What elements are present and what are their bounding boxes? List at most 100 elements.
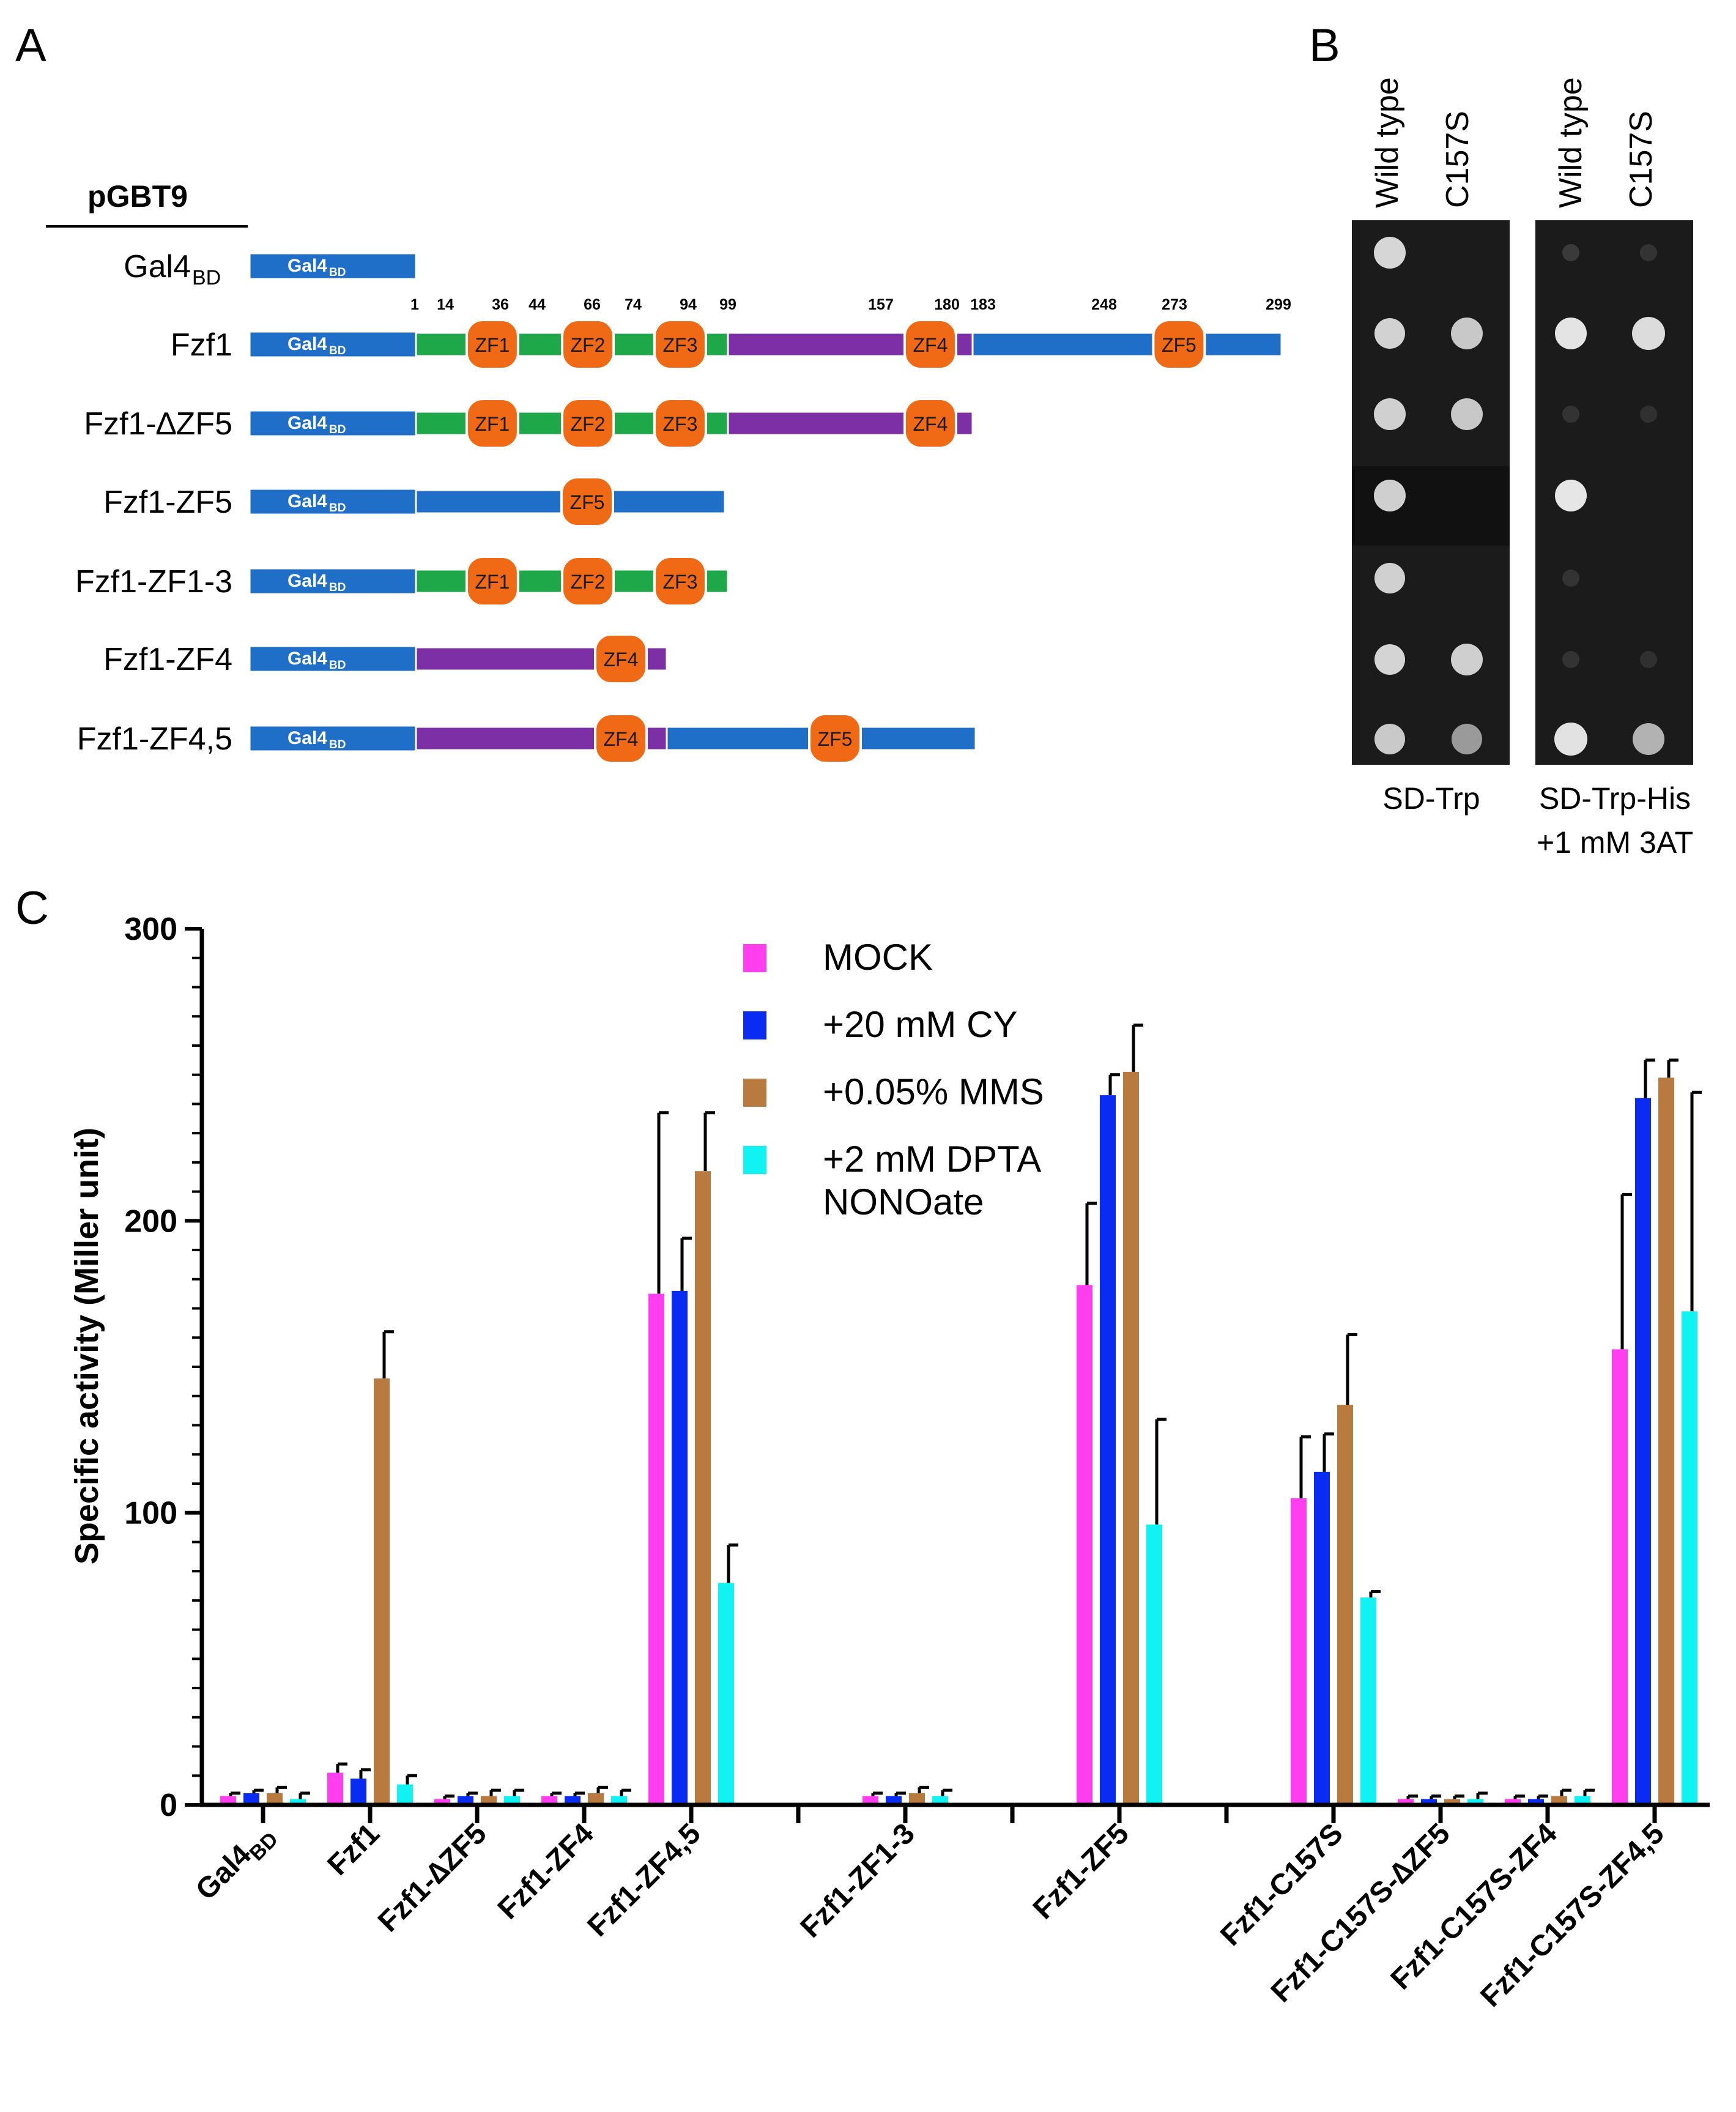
yeast-colony: [1374, 480, 1406, 511]
plate-missing-patch: [1352, 466, 1510, 546]
bar-1-10: [1635, 1098, 1651, 1805]
bar-0-4: [648, 1293, 664, 1805]
medium-label-2-line1: SD-Trp-His: [1539, 781, 1691, 816]
construct-label-subscript: BD: [192, 266, 221, 289]
bar-3-10: [1682, 1311, 1697, 1805]
zf-label: ZF5: [1162, 334, 1196, 356]
zinc-finger-4: ZF4: [594, 713, 648, 764]
zinc-finger-3: ZF3: [653, 319, 707, 370]
x-category-label: Gal4BD: [190, 1817, 283, 1910]
medium-label-1: SD-Trp: [1382, 781, 1480, 816]
legend-label: +2 mM DPTA: [823, 1139, 1041, 1180]
position-tick: 99: [719, 296, 736, 313]
zf-label: ZF1: [475, 413, 510, 435]
construct-label: Fzf1-∆ZF5: [84, 406, 232, 442]
construct-label: Fzf1-ZF4: [103, 642, 232, 677]
gal4-subscript: BD: [329, 659, 346, 672]
position-tick: 157: [868, 296, 894, 313]
legend-label: +20 mM CY: [823, 1004, 1017, 1045]
yeast-colony: [1562, 651, 1579, 668]
y-tick-label: 0: [160, 1788, 177, 1823]
bar-1-3: [565, 1796, 581, 1805]
zinc-finger-1: ZF1: [465, 398, 519, 449]
zf-label: ZF3: [662, 571, 697, 593]
gal4-subscript: BD: [329, 738, 346, 751]
zf-label: ZF4: [913, 413, 948, 435]
legend-swatch: [743, 944, 766, 972]
yeast-colony: [1640, 244, 1657, 261]
bar-1-1: [351, 1779, 366, 1805]
yeast-colony: [1554, 723, 1587, 756]
plate-column-labels: Wild type C157S Wild type C157S: [1370, 77, 1659, 208]
bar-3-5: [932, 1796, 948, 1805]
yeast-colony: [1451, 318, 1483, 349]
y-tick-label: 100: [124, 1496, 177, 1531]
position-tick: 14: [437, 296, 454, 313]
legend-swatch: [743, 1146, 766, 1174]
bar-2-2: [481, 1796, 497, 1805]
bar-2-1: [374, 1378, 390, 1805]
medium-label-2-line2: +1 mM 3AT: [1537, 825, 1693, 860]
bar-0-2: [434, 1799, 450, 1805]
gal4-subscript: BD: [329, 344, 346, 357]
yeast-colony: [1374, 644, 1405, 675]
bar-0-8: [1398, 1799, 1414, 1805]
zf-label: ZF5: [818, 728, 853, 750]
zf-label: ZF2: [571, 413, 606, 435]
gal4-subscript: BD: [329, 266, 346, 279]
bar-2-0: [267, 1793, 283, 1805]
x-category-label: Fzf1-ZF1-3: [795, 1817, 921, 1944]
position-tick: 180: [934, 296, 960, 313]
construct-label: Fzf1: [171, 327, 232, 363]
bar-2-9: [1551, 1796, 1567, 1805]
x-category-label: Fzf1-ZF4,5: [581, 1817, 707, 1943]
zinc-finger-4: ZF4: [903, 398, 957, 449]
amino-acid-positions: 1 14 36 44 66 74 94 99 157 180 183 248 273 299: [410, 296, 1291, 313]
zf-label: ZF1: [475, 571, 510, 593]
gal4-text: Gal4: [287, 256, 327, 276]
gal4-text: Gal4: [287, 649, 327, 669]
zf-label: ZF4: [604, 728, 639, 750]
zinc-finger-2: ZF2: [561, 556, 615, 607]
position-tick: 74: [625, 296, 642, 313]
bar-3-9: [1575, 1796, 1590, 1805]
construct-label: Fzf1-ZF4,5: [77, 721, 232, 757]
legend-label: +0.05% MMS: [823, 1071, 1044, 1112]
position-tick: 44: [529, 296, 546, 313]
position-tick: 36: [492, 296, 509, 313]
bar-3-0: [290, 1799, 306, 1805]
plasmid-header: pGBT9: [87, 179, 188, 214]
bar-1-6: [1100, 1095, 1116, 1805]
bar-1-8: [1421, 1799, 1437, 1805]
zinc-finger-1: ZF1: [465, 556, 519, 607]
yeast-colony: [1632, 317, 1665, 350]
bar-3-4: [718, 1583, 734, 1805]
bar-2-7: [1337, 1405, 1353, 1805]
zinc-finger-2: ZF2: [561, 398, 615, 449]
zf-label: ZF5: [570, 491, 605, 513]
x-category-label: Fzf1-ZF4: [492, 1817, 600, 1925]
gal4bd-domain: Gal4 BD: [248, 330, 417, 359]
plate-column-label: Wild type: [1553, 77, 1589, 208]
legend-label-line2: NONOate: [823, 1181, 984, 1222]
zinc-finger-3: ZF3: [653, 398, 707, 449]
x-category-label: Fzf1-∆ZF5: [372, 1817, 493, 1938]
bar-1-9: [1528, 1799, 1544, 1805]
zinc-finger-1: ZF1: [465, 319, 519, 370]
zf-label: ZF4: [913, 334, 948, 356]
bar-3-6: [1146, 1524, 1162, 1805]
zf-label: ZF2: [571, 334, 606, 356]
gal4-text: Gal4: [287, 728, 327, 748]
yeast-colony: [1562, 244, 1579, 261]
bar-2-4: [695, 1171, 711, 1805]
yeast-colony: [1374, 318, 1405, 349]
construct-label: Fzf1-ZF1-3: [75, 564, 232, 600]
bar-2-10: [1658, 1077, 1674, 1805]
x-category-label: Fzf1-C157S-∆ZF5: [1265, 1817, 1456, 2009]
position-tick: 66: [584, 296, 601, 313]
yeast-colony: [1374, 563, 1405, 593]
y-tick-label: 200: [124, 1203, 177, 1239]
zinc-finger-4: ZF4: [903, 319, 957, 370]
